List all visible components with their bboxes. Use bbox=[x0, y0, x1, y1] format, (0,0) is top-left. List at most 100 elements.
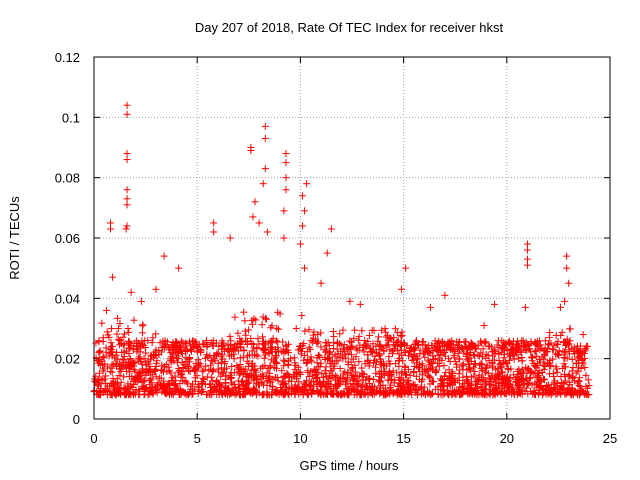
data-point bbox=[108, 380, 116, 388]
data-point bbox=[125, 328, 133, 336]
data-point bbox=[370, 376, 378, 384]
data-point bbox=[549, 346, 557, 354]
data-point bbox=[526, 387, 534, 395]
data-point bbox=[568, 355, 576, 363]
data-point bbox=[578, 355, 586, 363]
data-point bbox=[347, 338, 355, 346]
data-point bbox=[107, 219, 115, 227]
data-point bbox=[220, 344, 228, 352]
data-point bbox=[152, 385, 160, 393]
y-tick-label: 0.02 bbox=[55, 352, 80, 367]
data-point bbox=[365, 331, 373, 339]
data-point bbox=[301, 352, 309, 360]
data-point bbox=[241, 391, 249, 399]
data-point bbox=[140, 369, 148, 377]
data-point bbox=[125, 338, 133, 346]
data-point bbox=[244, 362, 252, 370]
data-point bbox=[422, 369, 430, 377]
data-point bbox=[560, 380, 568, 388]
data-point bbox=[128, 373, 136, 381]
data-point bbox=[579, 331, 587, 339]
data-point bbox=[235, 366, 243, 374]
data-point bbox=[304, 367, 312, 375]
data-point bbox=[215, 391, 223, 399]
data-point bbox=[471, 352, 479, 360]
data-point bbox=[477, 349, 485, 357]
data-point bbox=[306, 356, 314, 364]
data-point bbox=[168, 341, 176, 349]
data-point bbox=[230, 368, 238, 376]
data-point bbox=[556, 303, 564, 311]
data-point bbox=[392, 388, 400, 396]
data-point bbox=[202, 362, 210, 370]
data-point bbox=[139, 321, 147, 329]
data-point bbox=[375, 349, 383, 357]
data-point bbox=[249, 360, 257, 368]
data-point bbox=[384, 337, 392, 345]
data-points bbox=[90, 101, 593, 399]
data-point bbox=[123, 101, 131, 109]
data-point bbox=[557, 331, 565, 339]
data-point bbox=[144, 357, 152, 365]
data-point bbox=[346, 345, 354, 353]
data-point bbox=[480, 385, 488, 393]
data-point bbox=[185, 391, 193, 399]
data-point bbox=[576, 374, 584, 382]
data-point bbox=[123, 150, 131, 158]
data-point bbox=[247, 147, 255, 155]
data-point bbox=[481, 339, 489, 347]
data-point bbox=[562, 341, 570, 349]
data-point bbox=[305, 381, 313, 389]
data-point bbox=[534, 343, 542, 351]
data-point bbox=[298, 222, 306, 230]
data-point bbox=[347, 351, 355, 359]
data-point bbox=[274, 347, 282, 355]
data-point bbox=[263, 228, 271, 236]
data-point bbox=[481, 391, 489, 399]
data-point bbox=[122, 225, 130, 233]
data-point bbox=[522, 338, 530, 346]
data-point bbox=[372, 369, 380, 377]
data-point bbox=[497, 384, 505, 392]
data-point bbox=[398, 368, 406, 376]
data-point bbox=[282, 342, 290, 350]
data-point bbox=[210, 352, 218, 360]
data-point bbox=[241, 327, 249, 335]
data-point bbox=[582, 342, 590, 350]
data-point bbox=[501, 341, 509, 349]
data-point bbox=[543, 347, 551, 355]
data-point bbox=[284, 370, 292, 378]
data-point bbox=[521, 303, 529, 311]
data-point bbox=[478, 353, 486, 361]
data-point bbox=[482, 350, 490, 358]
data-point bbox=[186, 368, 194, 376]
data-point bbox=[498, 375, 506, 383]
data-point bbox=[383, 390, 391, 398]
data-point bbox=[535, 367, 543, 375]
data-point bbox=[171, 348, 179, 356]
data-point bbox=[557, 373, 565, 381]
data-point bbox=[550, 379, 558, 387]
data-point bbox=[459, 380, 467, 388]
data-point bbox=[99, 367, 107, 375]
data-point bbox=[154, 379, 162, 387]
data-point bbox=[562, 377, 570, 385]
data-point bbox=[514, 344, 522, 352]
data-point bbox=[324, 338, 332, 346]
data-point bbox=[348, 364, 356, 372]
data-point bbox=[282, 186, 290, 194]
data-point bbox=[266, 362, 274, 370]
data-point bbox=[474, 385, 482, 393]
data-point bbox=[464, 361, 472, 369]
data-point bbox=[151, 352, 159, 360]
data-point bbox=[337, 341, 345, 349]
data-point bbox=[480, 338, 488, 346]
data-point bbox=[161, 343, 169, 351]
data-point bbox=[120, 352, 128, 360]
data-point bbox=[296, 240, 304, 248]
data-point bbox=[225, 352, 233, 360]
data-point bbox=[336, 340, 344, 348]
data-point bbox=[378, 344, 386, 352]
data-point bbox=[540, 365, 548, 373]
data-point bbox=[364, 351, 372, 359]
